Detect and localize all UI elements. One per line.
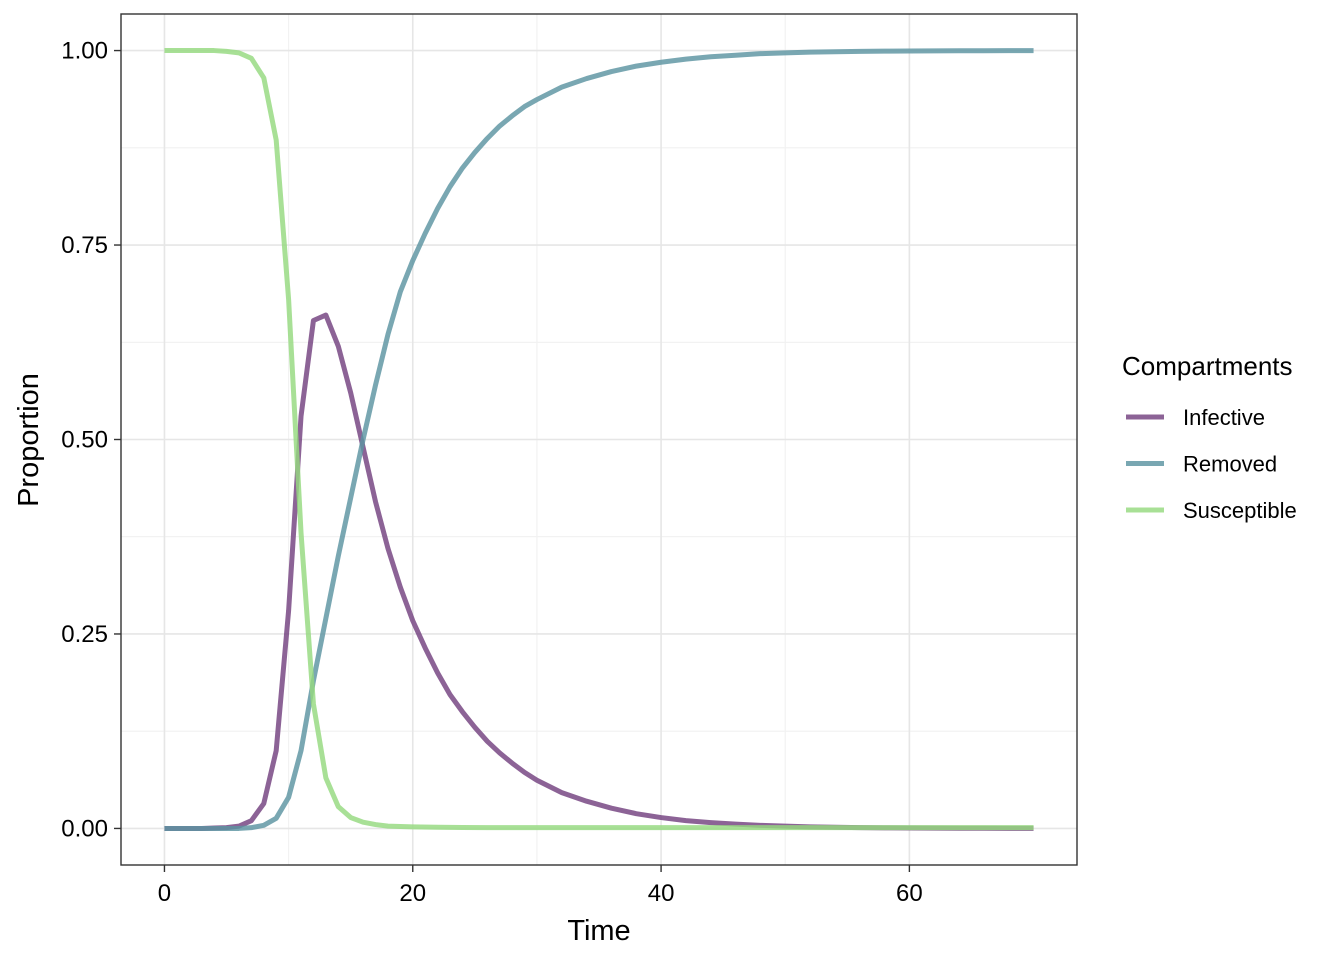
legend-title: Compartments: [1122, 351, 1293, 381]
series-lines: [164, 48, 1034, 831]
y-tick-label: 0.00: [61, 815, 108, 842]
plot-panel: [120, 13, 1078, 866]
x-axis: 0 20 40 60: [158, 865, 923, 907]
y-axis: 0.00 0.25 0.50 0.75 1.00: [61, 38, 121, 842]
legend-label-susceptible: Susceptible: [1183, 498, 1297, 523]
x-tick-label: 40: [648, 880, 675, 907]
legend-label-removed: Removed: [1183, 452, 1277, 477]
series-line-susceptible: [164, 48, 1034, 831]
x-tick-label: 0: [158, 880, 171, 907]
y-tick-label: 0.25: [61, 621, 108, 648]
x-tick-label: 20: [399, 880, 426, 907]
y-axis-title: Proportion: [13, 373, 45, 507]
y-tick-label: 0.75: [61, 232, 108, 259]
y-tick-label: 0.50: [61, 427, 108, 454]
legend: Compartments Infective Removed Susceptible: [1122, 351, 1297, 523]
series-line-removed: [164, 48, 1034, 831]
legend-items: Infective Removed Susceptible: [1126, 405, 1297, 523]
legend-label-infective: Infective: [1183, 405, 1265, 430]
x-tick-label: 60: [896, 880, 923, 907]
y-tick-label: 1.00: [61, 38, 108, 65]
x-axis-title: Time: [567, 915, 630, 947]
